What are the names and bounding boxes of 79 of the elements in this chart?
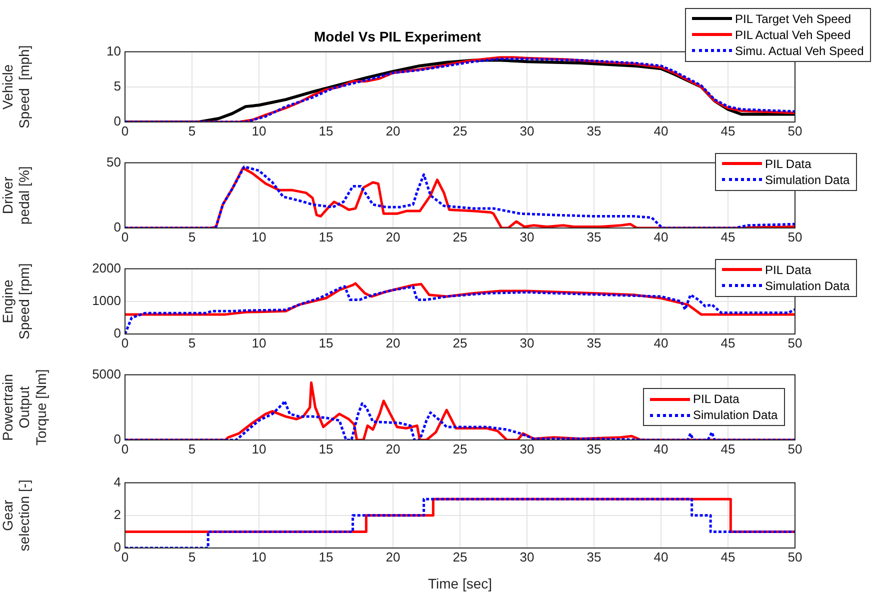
legend-label: PIL Data	[765, 156, 812, 172]
x-tick-label: 5	[188, 441, 196, 456]
legend-label: Simulation Data	[693, 407, 778, 424]
y-tick-label: 50	[106, 154, 121, 170]
x-tick-label: 50	[788, 335, 802, 350]
legend-label: PIL Data	[693, 391, 740, 408]
x-tick-label: 5	[188, 335, 196, 350]
x-tick-label: 5	[188, 123, 196, 138]
legend-label: PIL Actual Veh Speed	[735, 26, 851, 43]
y-axis-title: Driver pedal [%]	[0, 166, 32, 225]
y-tick-label: 1000	[92, 292, 121, 308]
x-tick-label: 10	[252, 549, 266, 564]
x-tick-label: 15	[318, 441, 334, 456]
x-tick-label: 20	[386, 335, 400, 350]
chart-title: Model Vs PIL Experiment	[314, 28, 482, 44]
x-tick-label: 50	[788, 441, 802, 456]
x-tick-label: 35	[586, 441, 602, 456]
x-tick-label: 10	[252, 441, 266, 456]
legend-label: Simulation Data	[765, 278, 850, 294]
x-tick-label: 5	[188, 229, 196, 244]
x-tick-label: 45	[720, 335, 736, 350]
y-tick-label: 0	[114, 540, 121, 555]
y-axis-title: Gear selection [-]	[0, 480, 32, 552]
y-tick-label: 0	[114, 326, 121, 341]
x-tick-label: 45	[720, 123, 736, 138]
x-tick-label: 15	[318, 123, 334, 138]
x-tick-label: 30	[520, 229, 534, 244]
x-tick-label: 35	[586, 549, 602, 564]
x-tick-label: 45	[720, 229, 736, 244]
x-tick-label: 25	[452, 229, 468, 244]
x-tick-label: 5	[188, 549, 196, 564]
x-tick-label: 50	[788, 123, 802, 138]
y-axis-title: Vehicle Speed [mph]	[0, 45, 32, 129]
x-tick-label: 30	[520, 549, 534, 564]
legend-label: Simulation Data	[765, 172, 850, 188]
y-tick-label: 0	[114, 114, 121, 129]
y-tick-label: 2	[114, 506, 121, 522]
y-tick-label: 0	[114, 432, 121, 447]
x-tick-label: 40	[654, 229, 668, 244]
legend-label: Simu. Actual Veh Speed	[735, 42, 864, 59]
x-tick-label: 35	[586, 123, 602, 138]
x-tick-label: 35	[586, 335, 602, 350]
x-tick-label: 20	[386, 229, 400, 244]
x-tick-label: 25	[452, 549, 468, 564]
y-tick-label: 0	[114, 220, 121, 235]
legend-label: PIL Target Veh Speed	[735, 10, 852, 27]
y-tick-label: 10	[106, 43, 121, 58]
y-axis-title: Engine Speed [rpm]	[0, 263, 32, 340]
x-tick-label: 45	[720, 441, 736, 456]
x-tick-label: 20	[386, 549, 400, 564]
y-tick-label: 5	[114, 78, 121, 94]
x-tick-label: 15	[318, 335, 334, 350]
x-tick-label: 40	[654, 441, 668, 456]
x-tick-label: 50	[788, 549, 802, 564]
x-tick-label: 10	[252, 123, 266, 138]
x-tick-label: 30	[520, 335, 534, 350]
x-tick-label: 25	[452, 123, 468, 138]
y-axis-title: Powertrain Output Torque [Nm]	[0, 369, 49, 446]
x-tick-label: 30	[520, 123, 534, 138]
y-tick-label: 2000	[92, 260, 121, 276]
x-tick-label: 40	[654, 335, 668, 350]
x-tick-label: 30	[520, 441, 534, 456]
x-tick-label: 45	[720, 549, 736, 564]
x-tick-label: 50	[788, 229, 802, 244]
x-tick-label: 20	[386, 123, 400, 138]
y-tick-label: 4	[114, 474, 121, 490]
x-tick-label: 40	[654, 549, 668, 564]
x-axis-title: Time [sec]	[428, 575, 492, 592]
legend-label: PIL Data	[765, 262, 812, 278]
x-tick-label: 15	[318, 229, 334, 244]
x-tick-label: 25	[452, 335, 468, 350]
x-tick-label: 20	[386, 441, 400, 456]
x-tick-label: 25	[452, 441, 468, 456]
y-tick-label: 5000	[92, 366, 121, 382]
x-tick-label: 10	[252, 335, 266, 350]
x-tick-label: 10	[252, 229, 266, 244]
x-tick-label: 35	[586, 229, 602, 244]
x-tick-label: 40	[654, 123, 668, 138]
x-tick-label: 15	[318, 549, 334, 564]
